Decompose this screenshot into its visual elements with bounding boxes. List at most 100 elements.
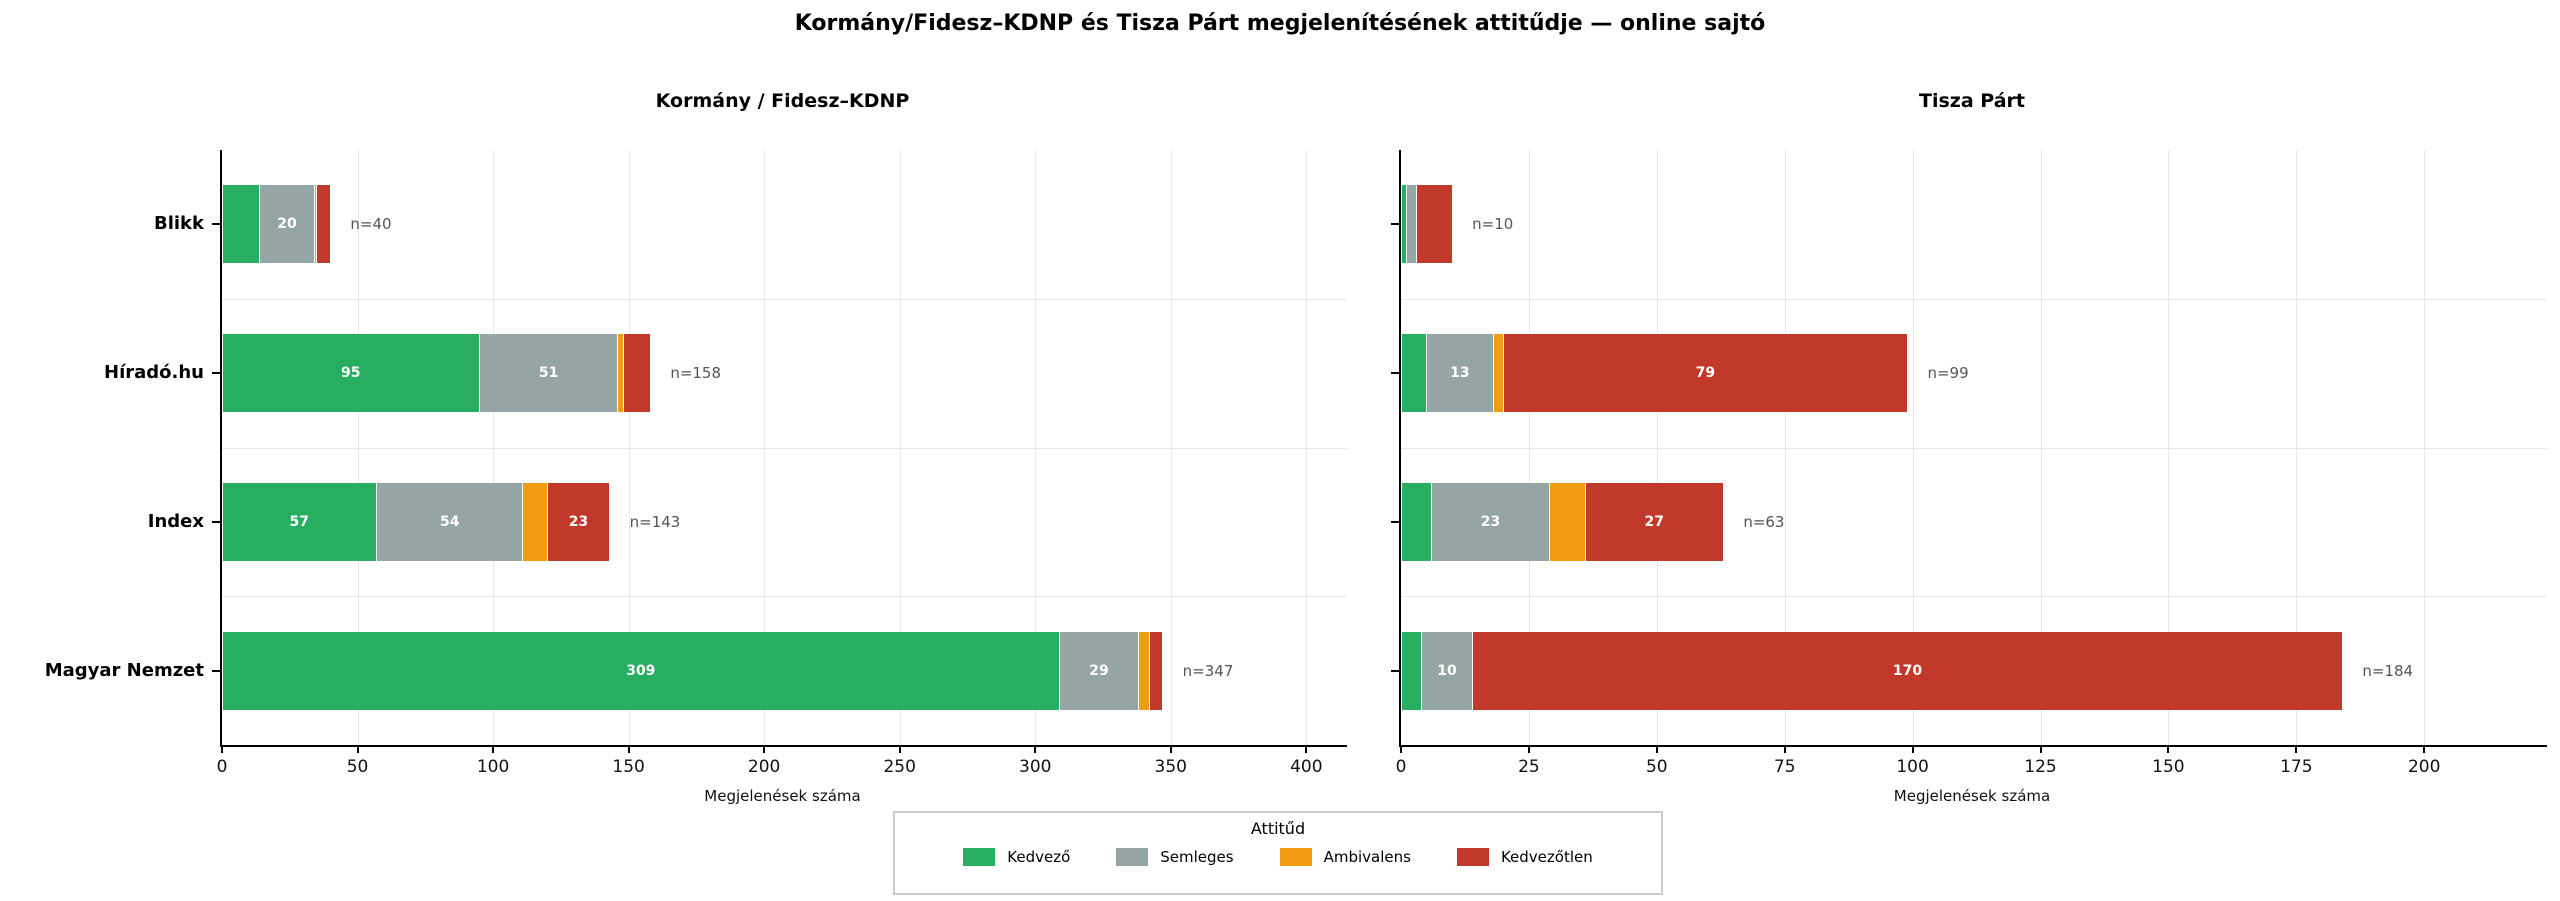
- legend-swatch-ambivalens-icon: [1279, 848, 1312, 866]
- legend: Attitűd Kedvező Semleges Ambivalens Kedv…: [893, 811, 1663, 895]
- bar-segment-kedvezotlen: [1416, 185, 1452, 264]
- x-tick-mark: [2039, 745, 2042, 753]
- bar-value-label: 170: [1892, 662, 1923, 679]
- x-tick-label: 300: [1019, 757, 1052, 777]
- bar-segment-semleges: [1406, 185, 1416, 264]
- bar-value-label: 95: [341, 365, 361, 382]
- n-label: n=184: [2362, 661, 2414, 680]
- bar-value-label: 23: [1480, 513, 1501, 530]
- gridline-h: [1401, 596, 2547, 598]
- x-tick-label: 100: [476, 757, 510, 777]
- bar-segment-kedvezotlen: 79: [1503, 334, 1907, 413]
- x-tick-label: 200: [747, 757, 781, 777]
- bar-segment-semleges: 23: [1432, 482, 1549, 561]
- x-tick-mark: [2423, 745, 2426, 753]
- y-tick-mark: [212, 372, 220, 375]
- x-tick-mark: [221, 745, 223, 753]
- x-tick-label: 75: [1773, 757, 1796, 777]
- x-tick-mark: [492, 745, 495, 753]
- bar-value-label: 29: [1089, 662, 1109, 679]
- bar-value-label: 309: [626, 662, 656, 679]
- x-tick-label: 250: [883, 757, 916, 777]
- legend-items: Kedvező Semleges Ambivalens Kedvezőtlen: [895, 848, 1661, 866]
- x-tick-label: 350: [1154, 757, 1187, 777]
- bar-segment-kedvezo: [1401, 631, 1421, 710]
- panel-title-kormany: Kormány / Fidesz–KDNP: [655, 90, 910, 112]
- bar-segment-semleges: 10: [1421, 631, 1473, 710]
- legend-label-semleges: Semleges: [1160, 848, 1234, 866]
- x-tick-mark: [1400, 745, 1402, 753]
- y-tick-mark: [1391, 372, 1399, 375]
- bar-segment-kedvezotlen: [317, 185, 330, 264]
- bar-value-label: 54: [439, 513, 460, 530]
- x-tick-label: 50: [346, 757, 369, 777]
- bar-segment-kedvezo: [1401, 482, 1432, 561]
- bar-segment-kedvezo: [1401, 185, 1406, 264]
- x-tick-mark: [2167, 745, 2170, 753]
- y-tick-mark: [1391, 223, 1399, 226]
- n-label: n=158: [670, 364, 722, 383]
- x-tick-mark: [356, 745, 359, 753]
- bar-value-label: 10: [1437, 662, 1457, 679]
- n-label: n=10: [1472, 215, 1514, 234]
- bar-value-label: 27: [1644, 513, 1664, 530]
- bar-segment-semleges: 51: [480, 334, 618, 413]
- x-tick-mark: [898, 745, 901, 753]
- category-label: Híradó.hu: [104, 362, 204, 384]
- x-tick-mark: [1305, 745, 1308, 753]
- category-label: Magyar Nemzet: [44, 659, 204, 681]
- y-tick-mark: [1391, 669, 1399, 672]
- bar-segment-ambivalens: [523, 482, 547, 561]
- bar-segment-kedvezo: [1401, 334, 1427, 413]
- panel-title-tisza: Tisza Párt: [1919, 90, 2025, 112]
- legend-swatch-semleges-icon: [1116, 848, 1149, 866]
- bar-segment-kedvezotlen: 170: [1473, 631, 2342, 710]
- n-label: n=63: [1743, 512, 1785, 531]
- category-label: Blikk: [153, 213, 204, 235]
- legend-label-kedvezo: Kedvező: [1007, 848, 1071, 866]
- x-tick-mark: [1655, 745, 1658, 753]
- x-tick-label: 150: [612, 757, 645, 777]
- legend-item-ambivalens: Ambivalens: [1279, 848, 1411, 866]
- x-tick-label: 0: [1395, 757, 1407, 777]
- bar-segment-ambivalens: [1138, 631, 1149, 710]
- bar-segment-ambivalens: [1493, 334, 1503, 413]
- gridline-h: [1401, 447, 2547, 449]
- plot-area-tisza: n=10 13 79 n=99 23 27 n=63 10 170 n=184 0 25 50 75 100…: [1391, 150, 2547, 777]
- bar-segment-semleges: 13: [1427, 334, 1493, 413]
- x-tick-mark: [1034, 745, 1037, 753]
- y-tick-mark: [212, 520, 220, 523]
- x-tick-label: 0: [216, 757, 228, 777]
- bar-segment-kedvezo: 95: [222, 334, 480, 413]
- x-tick-mark: [627, 745, 630, 753]
- n-label: n=347: [1182, 661, 1234, 680]
- x-axis-label-tisza: Megjelenések száma: [1893, 787, 2051, 805]
- legend-label-ambivalens: Ambivalens: [1323, 848, 1411, 866]
- x-tick-mark: [1527, 745, 1530, 753]
- n-label: n=40: [350, 215, 392, 234]
- bar-segment-semleges: 54: [377, 482, 523, 561]
- x-tick-mark: [1911, 745, 1914, 753]
- main-title: Kormány/Fidesz–KDNP és Tisza Párt megjel…: [794, 11, 1766, 36]
- legend-item-kedvezotlen: Kedvezőtlen: [1456, 848, 1593, 866]
- x-tick-mark: [2295, 745, 2298, 753]
- bar-segment-kedvezo: [222, 185, 260, 264]
- y-tick-mark: [212, 223, 220, 226]
- bar-value-label: 57: [289, 513, 309, 530]
- bar-segment-ambivalens: [314, 185, 317, 264]
- bar-segment-kedvezo: 309: [222, 631, 1060, 710]
- bar-segment-kedvezotlen: [1149, 631, 1163, 710]
- bar-value-label: 23: [568, 513, 589, 530]
- legend-title: Attitűd: [1250, 819, 1306, 838]
- gridline-h: [222, 596, 1347, 598]
- gridline-h: [1401, 298, 2547, 300]
- bar-segment-kedvezotlen: [623, 334, 650, 413]
- x-tick-label: 400: [1290, 757, 1323, 777]
- x-tick-mark: [1783, 745, 1786, 753]
- x-tick-label: 125: [2024, 757, 2057, 777]
- bar-segment-ambivalens: [1549, 482, 1585, 561]
- x-tick-label: 150: [2152, 757, 2185, 777]
- x-tick-label: 175: [2280, 757, 2313, 777]
- legend-label-kedvezotlen: Kedvezőtlen: [1500, 848, 1593, 866]
- gridline-h: [222, 298, 1347, 300]
